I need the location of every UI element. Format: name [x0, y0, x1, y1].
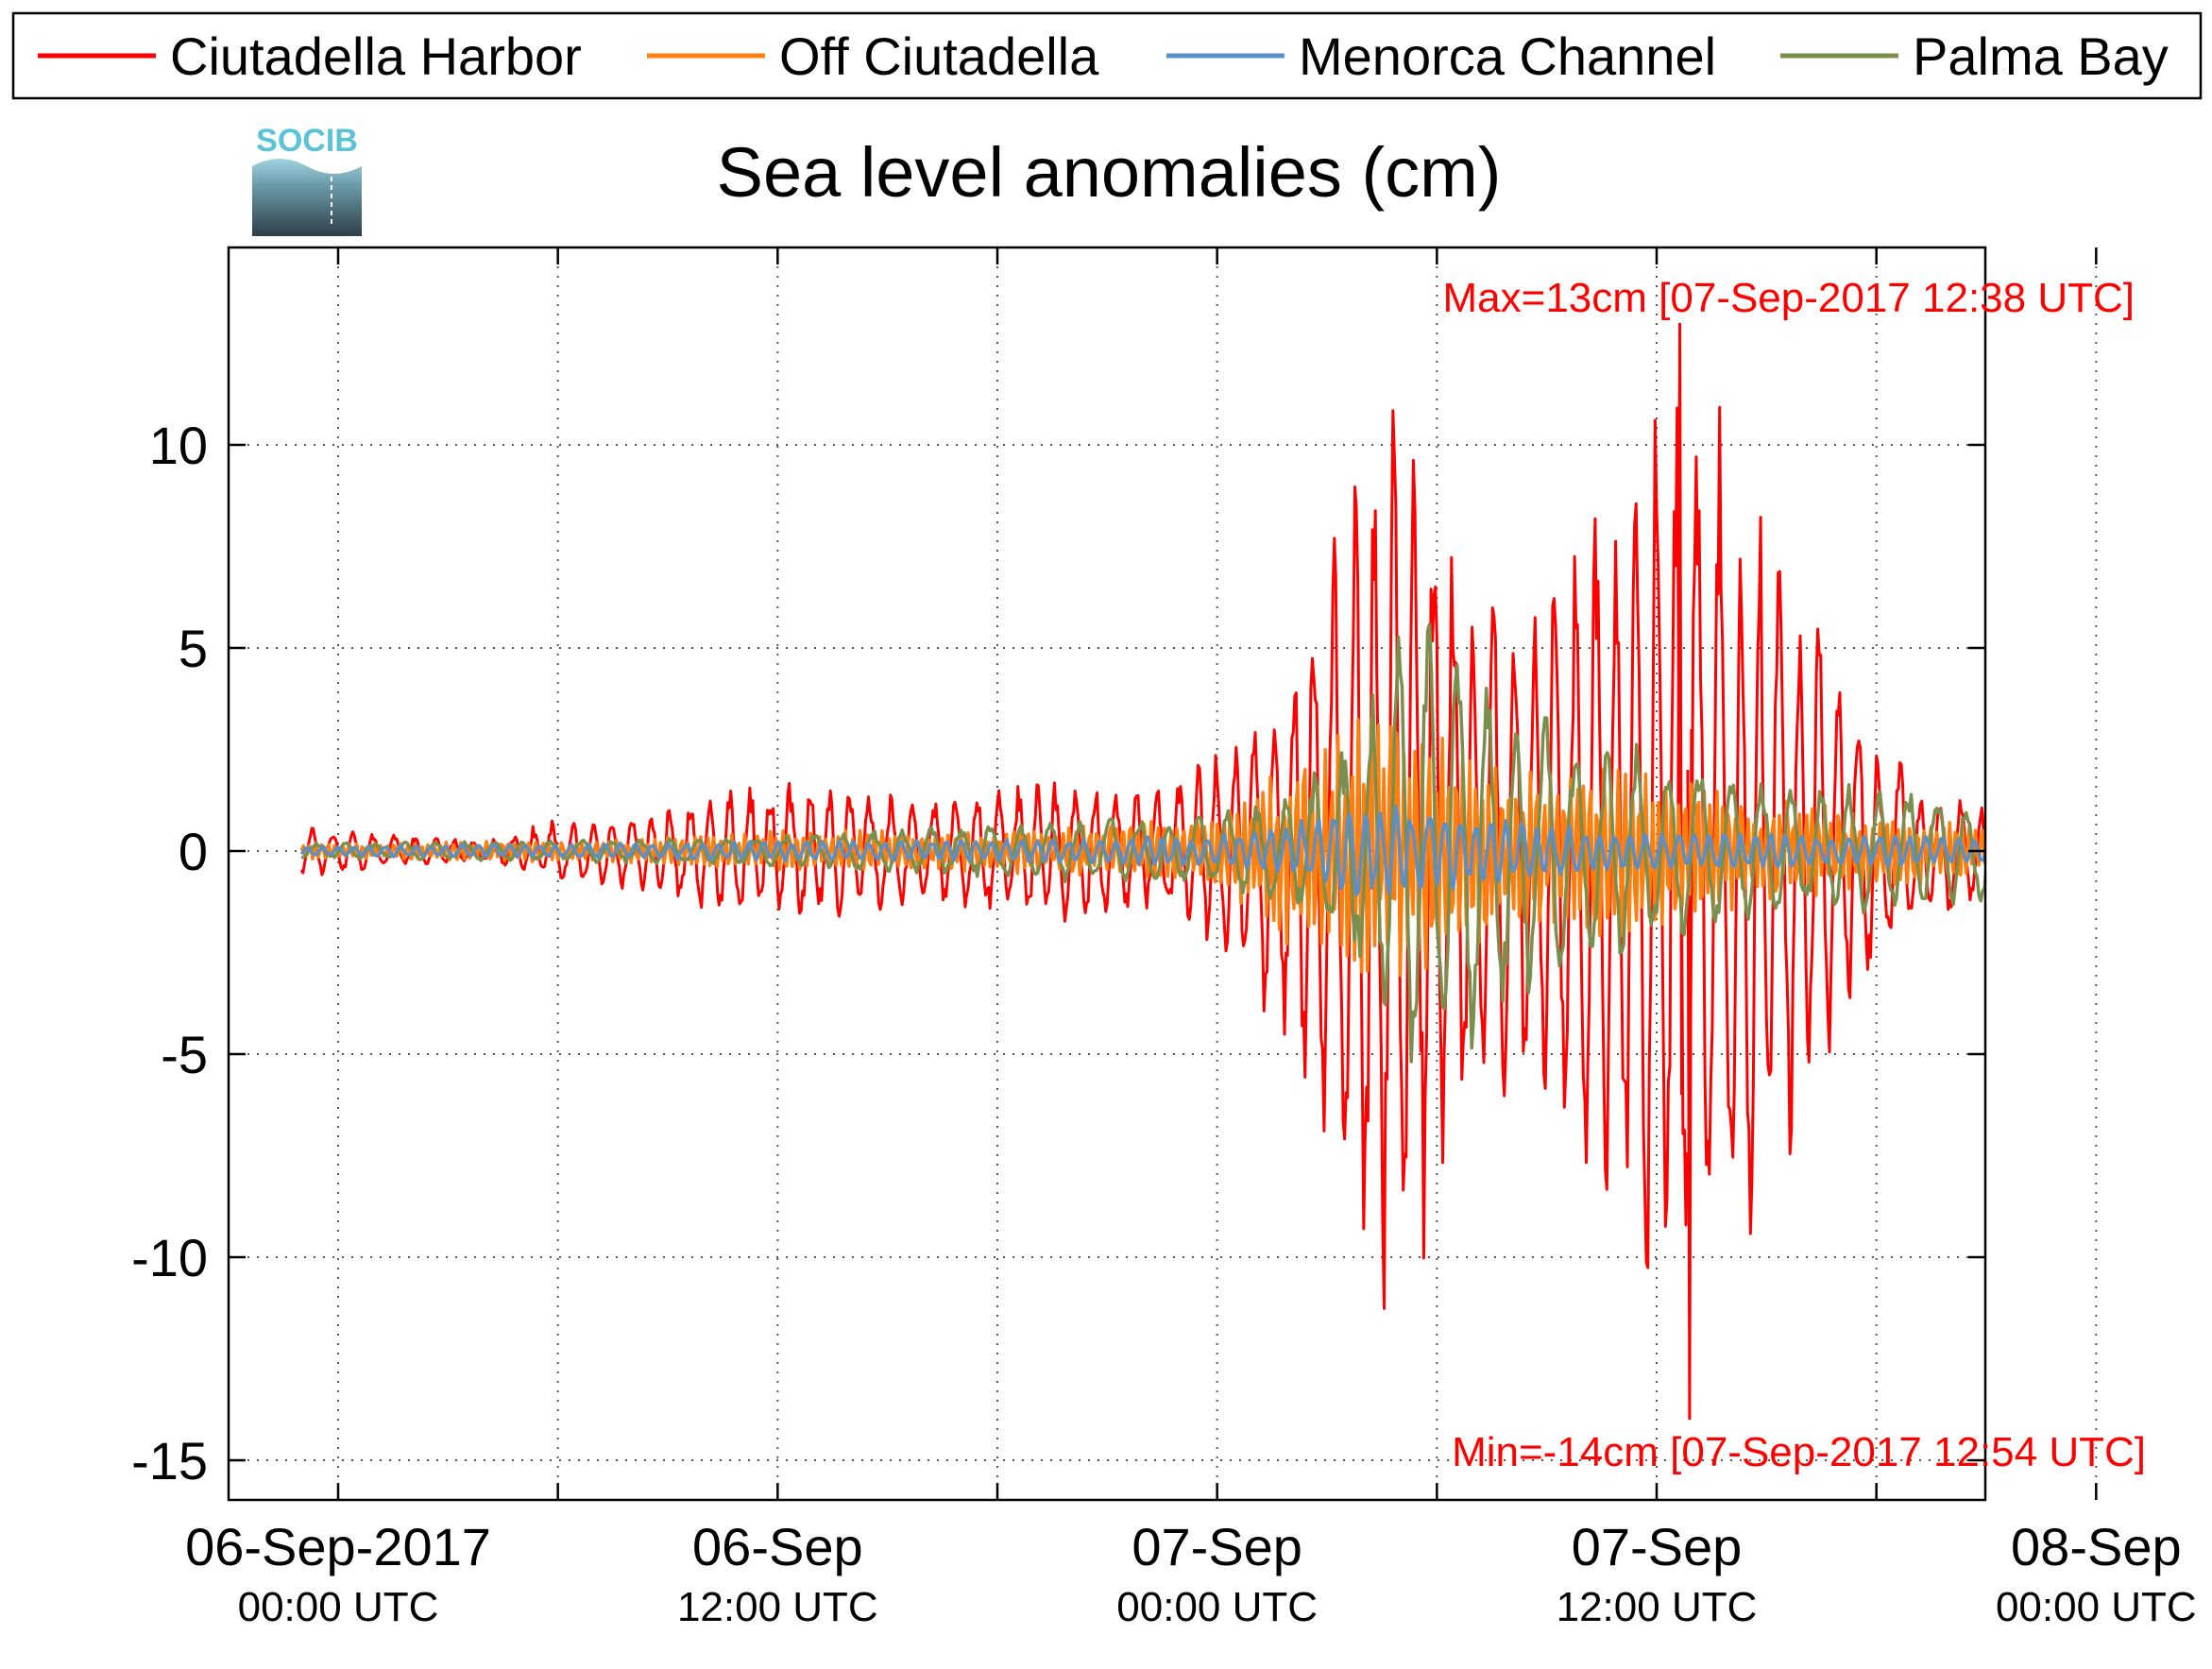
- ytick-label: 5: [179, 619, 208, 678]
- max-annotation: Max=13cm [07-Sep-2017 12:38 UTC]: [1443, 275, 2135, 321]
- ytick-label: 10: [149, 416, 208, 475]
- min-annotation: Min=-14cm [07-Sep-2017 12:54 UTC]: [1452, 1429, 2146, 1475]
- logo-wave-crest: [252, 159, 362, 174]
- ytick-label: -10: [131, 1228, 208, 1287]
- legend: Ciutadella Harbor Off Ciutadella Menorca…: [11, 11, 2203, 100]
- grid-lines: [229, 247, 2098, 1500]
- ytick-label: -15: [131, 1431, 208, 1490]
- data-series: [299, 322, 1985, 1421]
- ytick-label: -5: [161, 1025, 208, 1084]
- series-line-menorca-channel: [299, 804, 1985, 897]
- xtick-date-label: 06-Sep: [692, 1517, 863, 1576]
- xtick-time-label: 12:00 UTC: [677, 1584, 878, 1630]
- xtick-time-label: 12:00 UTC: [1557, 1584, 1758, 1630]
- legend-label-palma-bay: Palma Bay: [1913, 26, 2169, 86]
- xtick-date-label: 07-Sep: [1132, 1517, 1302, 1576]
- legend-label-menorca-channel: Menorca Channel: [1299, 26, 1716, 86]
- axis-ticks: 10 5 0 -5 -10 -15 06-Sep-2017 00:00 UTC 06-Sep 12…: [131, 247, 2197, 1630]
- xtick-date-label: 07-Sep: [1572, 1517, 1743, 1576]
- xtick-date-label: 08-Sep: [2011, 1517, 2182, 1576]
- chart-title: Sea level anomalies (cm): [717, 133, 1502, 212]
- legend-entry-ciutadella-harbor: Ciutadella Harbor: [38, 26, 582, 86]
- legend-label-ciutadella-harbor: Ciutadella Harbor: [170, 26, 582, 86]
- xtick-time-label: 00:00 UTC: [1116, 1584, 1318, 1630]
- legend-label-off-ciutadella: Off Ciutadella: [779, 26, 1099, 86]
- logo-text: SOCIB: [256, 123, 358, 159]
- xtick-time-label: 00:00 UTC: [1996, 1584, 2197, 1630]
- socib-logo: SOCIB: [252, 123, 362, 236]
- plot-area: 10 5 0 -5 -10 -15 06-Sep-2017 00:00 UTC 06-Sep 12…: [131, 246, 2197, 1630]
- ytick-label: 0: [179, 822, 208, 881]
- plot-frame: [227, 246, 1987, 1502]
- xtick-time-label: 00:00 UTC: [238, 1584, 439, 1630]
- series-line-ciutadella-harbor: [299, 405, 1985, 1310]
- legend-entry-palma-bay: Palma Bay: [1780, 26, 2169, 86]
- xtick-date-label: 06-Sep-2017: [185, 1517, 491, 1576]
- legend-entry-menorca-channel: Menorca Channel: [1166, 26, 1716, 86]
- legend-entry-off-ciutadella: Off Ciutadella: [647, 26, 1099, 86]
